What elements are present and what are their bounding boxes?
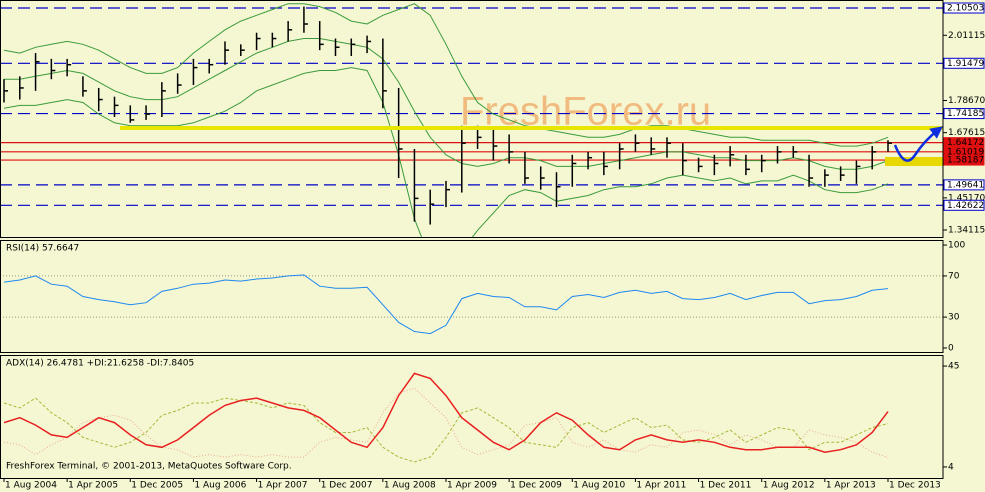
price-frame	[0, 0, 944, 238]
bollinger-band	[4, 38, 889, 170]
level-label: 1.64172	[947, 138, 984, 148]
x-tick-label: 1 Aug 2006	[194, 481, 246, 491]
x-tick-label: 1 Apr 2009	[447, 481, 497, 491]
rsi-frame	[0, 240, 944, 353]
bollinger-band	[3, 3, 889, 147]
level-label-box	[943, 199, 985, 211]
y-tick-label: 1.67615	[948, 128, 985, 138]
indicator-line	[3, 274, 889, 335]
y-tick-label: 45	[948, 362, 959, 372]
y-tick-label: 100	[948, 241, 965, 251]
level-label-box	[943, 179, 985, 191]
level-label: 1.61019	[947, 147, 984, 157]
x-tick-label: 1 Apr 2013	[826, 481, 876, 491]
level-label: 2.10503	[947, 4, 984, 14]
level-label: 1.74185	[947, 109, 984, 119]
bollinger-band	[3, 67, 889, 237]
indicator-line	[3, 387, 889, 458]
adx-title: ADX(14) 26.4781 +DI:21.6258 -DI:7.8405	[6, 359, 194, 369]
y-tick-label: 1.34115	[948, 226, 985, 236]
plot-layer	[0, 3, 943, 463]
indicator-line	[3, 397, 889, 463]
level-label-box	[943, 154, 985, 166]
level-label-box	[943, 2, 985, 14]
level-label-box	[943, 108, 985, 120]
x-tick-label: 1 Apr 2007	[258, 481, 308, 491]
x-tick-label: 1 Aug 2008	[384, 481, 436, 491]
y-tick-label: 2.01115	[948, 31, 985, 41]
indicator-line	[3, 372, 889, 453]
level-label: 1.58187	[947, 156, 984, 166]
y-tick-label: 1.78670	[948, 96, 985, 106]
x-tick-label: 1 Aug 2012	[763, 481, 815, 491]
x-tick-label: 1 Dec 2009	[510, 481, 562, 491]
adx-frame	[0, 355, 944, 479]
level-label: 1.42622	[947, 201, 984, 211]
rsi-title: RSI(14) 57.6647	[6, 244, 79, 254]
y-tick-label: 0	[948, 343, 954, 353]
y-tick-label: 70	[948, 271, 960, 281]
support-highlight	[885, 157, 943, 166]
forecast-arrow	[893, 126, 943, 162]
x-tick-label: 1 Aug 2010	[573, 481, 625, 491]
price-plot	[0, 3, 943, 237]
x-tick-label: 1 Dec 2013	[889, 481, 941, 491]
footer: FreshForex Terminal, © 2001-2013, MetaQu…	[6, 462, 292, 472]
y-tick-label: 4	[948, 462, 954, 472]
x-tick-label: 1 Dec 2007	[321, 481, 373, 491]
y-tick-label: 30	[948, 313, 960, 323]
y-tick-label: 1.45170	[948, 193, 985, 203]
indicator-plot	[0, 274, 943, 335]
level-label-box	[943, 57, 985, 69]
x-tick-label: 1 Dec 2005	[131, 481, 183, 491]
x-tick-label: 1 Aug 2004	[5, 481, 57, 491]
x-tick-label: 1 Apr 2005	[68, 481, 118, 491]
level-label: 1.91479	[947, 59, 984, 69]
x-tick-label: 1 Dec 2011	[700, 481, 752, 491]
x-tick-label: 1 Apr 2011	[636, 481, 686, 491]
indicator-plot	[3, 372, 889, 463]
level-label: 1.49641	[947, 180, 984, 190]
